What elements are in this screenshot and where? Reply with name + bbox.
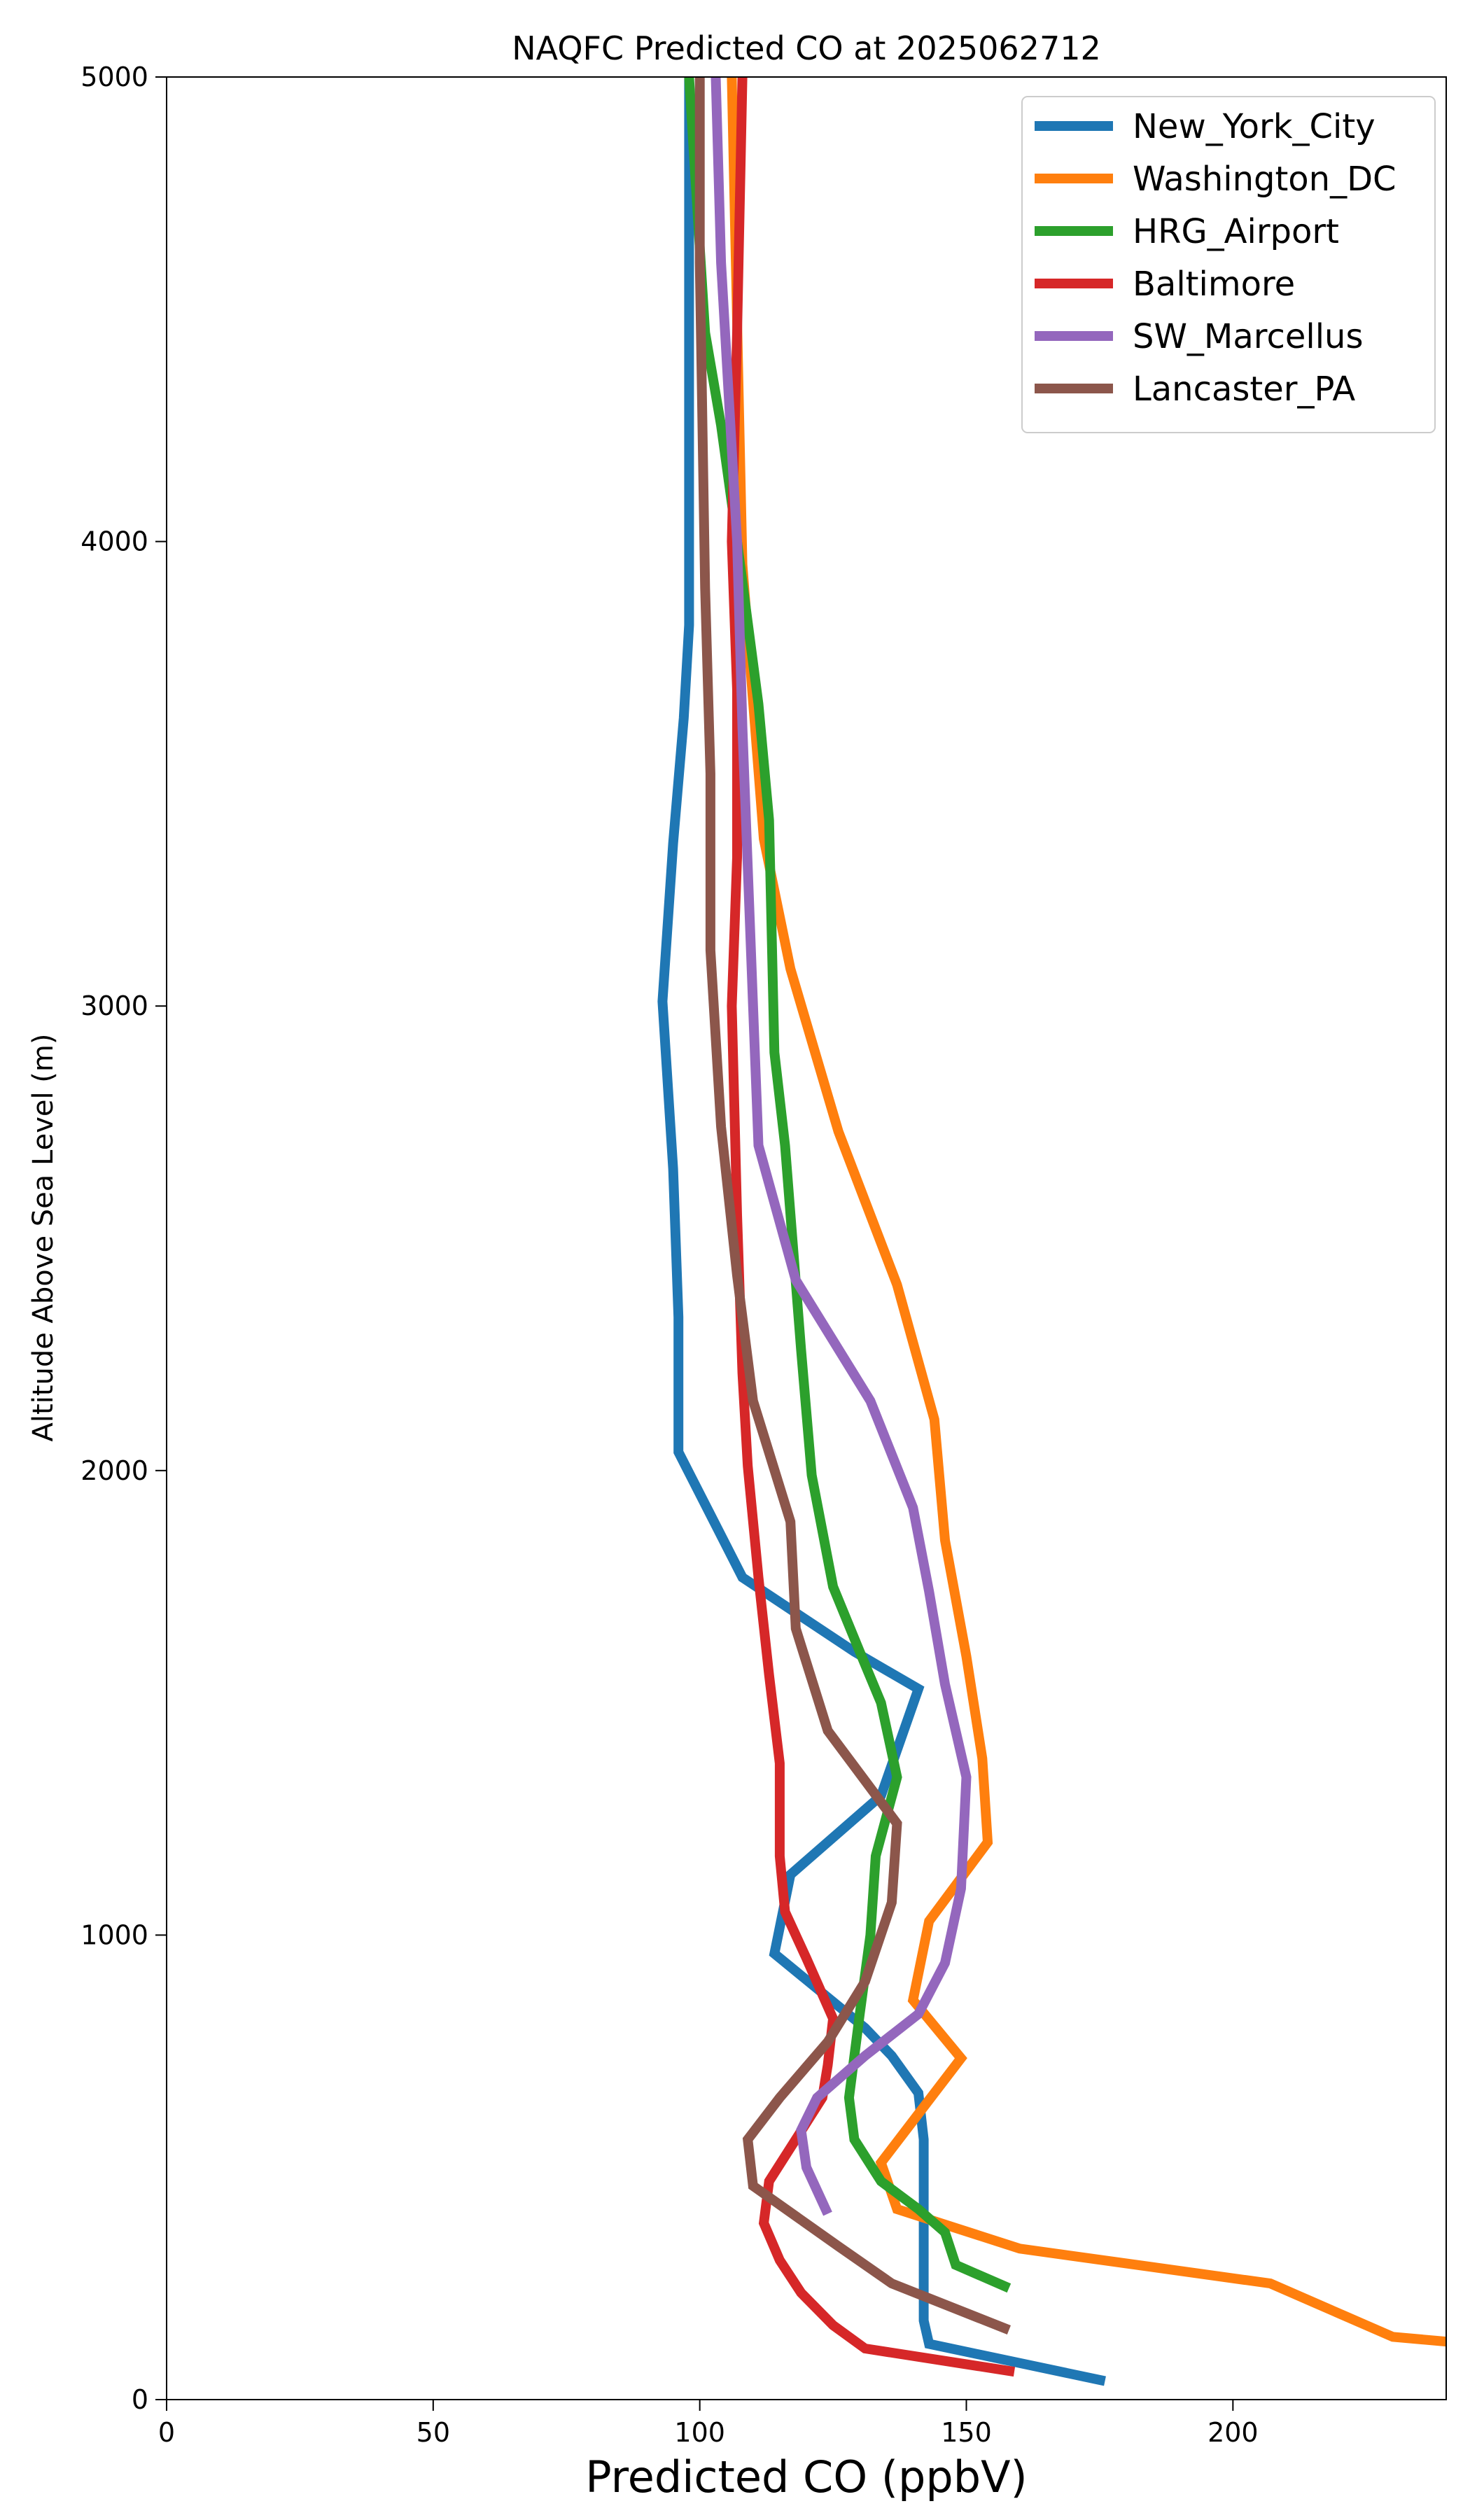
legend-label-sw-marcellus: SW_Marcellus: [1133, 317, 1363, 356]
x-tick-label: 100: [674, 2417, 725, 2448]
legend-label-new-york-city: New_York_City: [1133, 107, 1376, 146]
y-tick-label: 4000: [80, 526, 148, 557]
plot-frame: [166, 76, 1447, 2400]
series-line-hrg-airport: [684, 77, 1011, 2293]
legend-label-lancaster-pa: Lancaster_PA: [1133, 370, 1355, 409]
legend-label-washington-dc: Washington_DC: [1133, 160, 1396, 199]
x-tick-label: 200: [1208, 2417, 1259, 2448]
series-line-lancaster-pa: [694, 77, 1011, 2335]
series-layer: [657, 77, 1446, 2386]
legend-box: [1021, 96, 1436, 433]
legend-label-hrg-airport: HRG_Airport: [1133, 212, 1339, 251]
y-tick-label: 0: [132, 2384, 148, 2415]
series-line-baltimore: [727, 77, 1016, 2377]
chart-title: NAQFC Predicted CO at 2025062712: [512, 29, 1101, 67]
x-axis-ticks: 0 50 100 150 200: [158, 2400, 1259, 2448]
series-line-washington-dc: [727, 77, 1446, 2347]
y-tick-label: 1000: [80, 1919, 148, 1950]
series-line-sw-marcellus: [710, 77, 972, 2216]
legend-label-baltimore: Baltimore: [1133, 265, 1295, 304]
y-tick-label: 3000: [80, 990, 148, 1021]
y-tick-label: 5000: [80, 62, 148, 92]
y-axis-ticks: 0 1000 2000 3000 4000 5000: [80, 62, 167, 2415]
y-tick-label: 2000: [80, 1455, 148, 1486]
x-axis-label: Predicted CO (ppbV): [585, 2451, 1027, 2502]
series-line-new-york-city: [657, 77, 1106, 2386]
x-tick-label: 150: [941, 2417, 992, 2448]
x-tick-label: 50: [416, 2417, 450, 2448]
x-tick-label: 0: [158, 2417, 175, 2448]
y-axis-label: Altitude Above Sea Level (m): [27, 1034, 59, 1442]
legend: New_York_City Washington_DC HRG_Airport Bal…: [1021, 96, 1436, 433]
